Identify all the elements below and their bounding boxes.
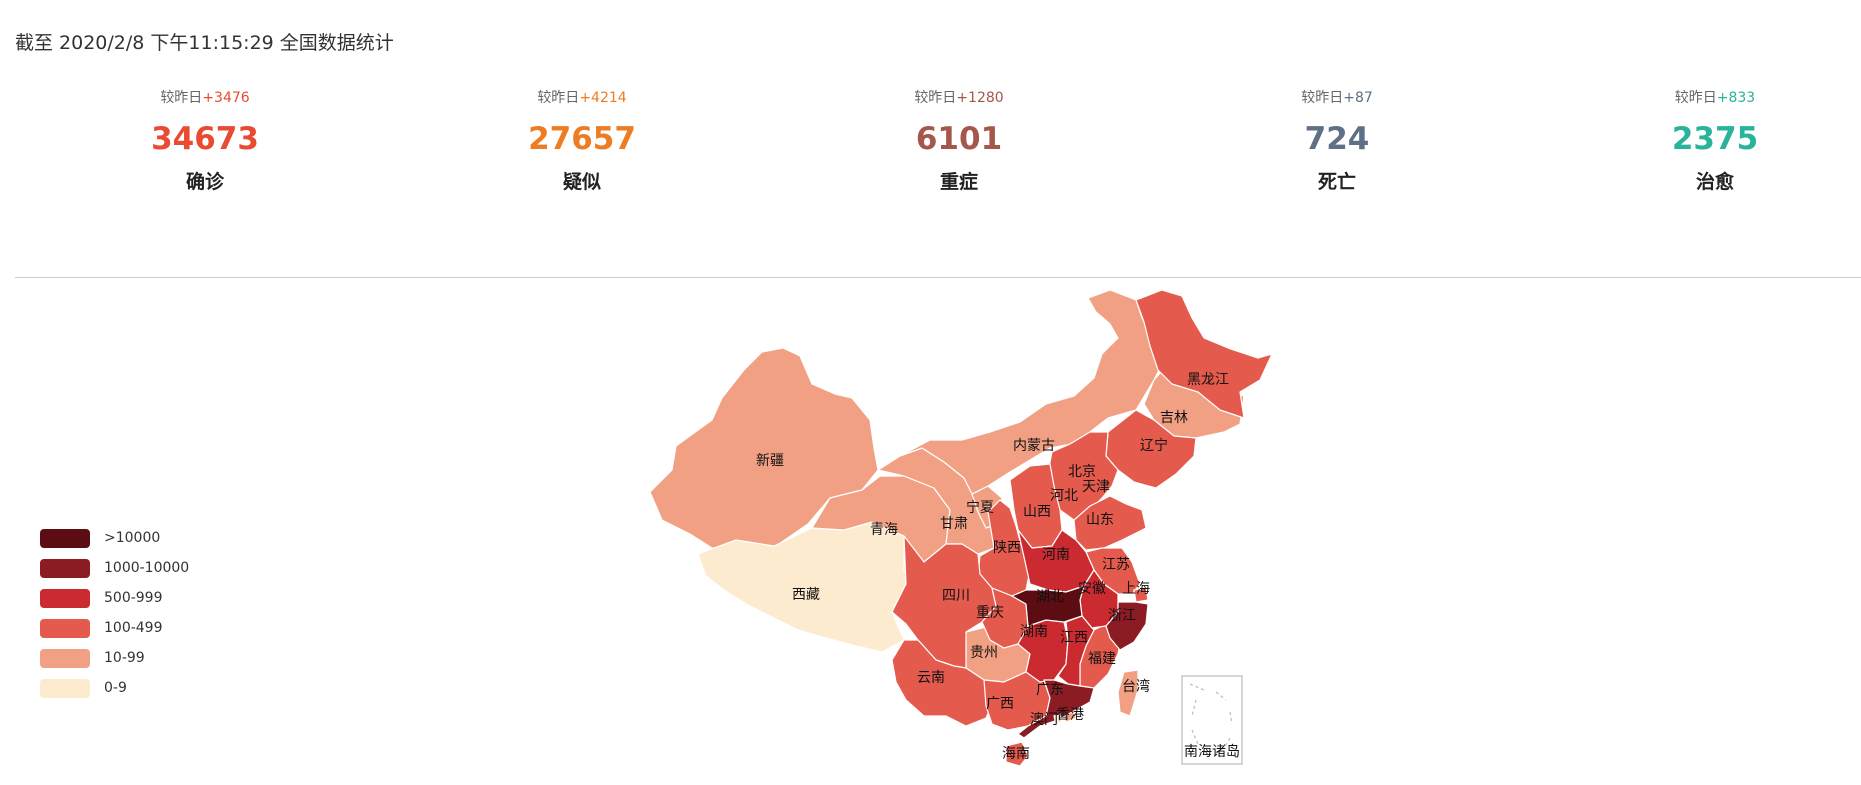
stat-suspected: 较昨日+4214 27657 疑似 [492,88,672,194]
label-hainan: 海南 [1002,746,1030,762]
label-shandong: 山东 [1086,512,1114,528]
stat-delta: 较昨日+833 [1674,90,1756,106]
label-henan: 河南 [1042,547,1070,563]
province-jiangxi[interactable] [1057,615,1095,687]
stat-label: 疑似 [562,171,601,193]
label-jiangsu: 江苏 [1102,557,1130,573]
label-jiangxi: 江西 [1060,630,1088,646]
label-jilin: 吉林 [1160,410,1188,426]
province-yunnan[interactable] [891,639,995,727]
stats-row: 较昨日+3476 34673 确诊 较昨日+4214 27657 疑似 较昨日+… [15,88,1861,218]
province-hubei[interactable] [1011,585,1085,627]
label-heilongjiang: 黑龙江 [1187,372,1229,388]
stat-label: 重症 [939,171,978,193]
legend-label: 1000-10000 [104,560,190,576]
label-zhejiang: 浙江 [1108,608,1136,624]
stat-value: 34673 [151,121,259,157]
label-tianjin: 天津 [1082,479,1110,495]
label-guangxi: 广西 [986,696,1014,712]
label-hubei: 湖北 [1036,589,1064,605]
label-xinjiang: 新疆 [756,453,784,469]
label-chongqing: 重庆 [976,605,1004,621]
legend-swatch [40,619,90,638]
stat-confirmed: 较昨日+3476 34673 确诊 [115,88,295,194]
label-tibet: 西藏 [792,587,820,603]
province-macau[interactable] [1053,713,1063,725]
province-sichuan[interactable] [891,535,997,669]
section-divider [15,277,1861,278]
stat-cured: 较昨日+833 2375 治愈 [1625,88,1805,194]
south-china-sea-inset: 南海诸岛 [1181,675,1243,765]
province-shanghai[interactable] [1133,587,1149,603]
label-fujian: 福建 [1088,651,1116,667]
label-yunnan: 云南 [917,670,945,686]
label-guizhou: 贵州 [970,645,998,661]
label-hebei: 河北 [1050,488,1078,504]
label-ningxia: 宁夏 [966,499,994,516]
label-shanxi: 山西 [1023,504,1051,520]
label-inner-mongolia: 内蒙古 [1013,438,1055,454]
stat-value: 2375 [1671,121,1759,157]
legend-swatch [40,589,90,608]
label-taiwan: 台湾 [1122,678,1150,695]
stat-label: 确诊 [185,171,224,193]
legend-label: >10000 [104,530,161,546]
stat-delta: 较昨日+3476 [160,90,250,106]
legend-swatch [40,559,90,578]
legend-swatch [40,649,90,668]
label-sichuan: 四川 [942,588,970,604]
legend-label: 100-499 [104,620,163,636]
stat-delta: 较昨日+1280 [914,90,1004,106]
label-qinghai: 青海 [870,522,898,538]
label-shaanxi: 陕西 [993,540,1021,556]
stat-label: 死亡 [1317,171,1356,193]
province-heilongjiang[interactable] [1135,289,1273,419]
label-hongkong: 香港 [1056,707,1084,723]
stat-value: 6101 [915,121,1003,157]
stat-delta: 较昨日+4214 [537,90,627,106]
label-anhui: 安徽 [1078,581,1106,597]
legend-swatch [40,529,90,548]
province-shandong[interactable] [1073,495,1147,551]
province-xinjiang[interactable] [649,347,879,553]
legend-label: 500-999 [104,590,163,606]
china-province-map: 南海诸岛 新疆 西藏 青海 甘肃 宁夏 内蒙古 黑龙江 吉林 辽宁 北京 天津 … [649,289,1273,767]
stat-label: 治愈 [1695,171,1734,193]
label-beijing: 北京 [1068,464,1096,480]
label-guangdong: 广东 [1036,682,1064,698]
label-hunan: 湖南 [1020,624,1048,640]
stat-dead: 较昨日+87 724 死亡 [1247,88,1427,194]
legend-swatch [40,679,90,698]
province-taiwan[interactable] [1117,669,1139,717]
province-zhejiang[interactable] [1105,601,1149,651]
data-timestamp-header: 截至 2020/2/8 下午11:15:29 全国数据统计 [15,32,394,54]
stat-value: 724 [1304,121,1370,157]
label-gansu: 甘肃 [940,516,968,532]
label-liaoning: 辽宁 [1140,437,1168,454]
inset-label: 南海诸岛 [1184,744,1240,760]
stat-delta: 较昨日+87 [1301,90,1373,106]
stat-value: 27657 [528,121,636,157]
province-hainan[interactable] [1005,741,1029,767]
label-macau: 澳门 [1030,712,1058,728]
legend-label: 0-9 [104,680,127,696]
label-shanghai: 上海 [1122,581,1150,597]
stat-severe: 较昨日+1280 6101 重症 [869,88,1049,194]
legend-label: 10-99 [104,650,145,666]
